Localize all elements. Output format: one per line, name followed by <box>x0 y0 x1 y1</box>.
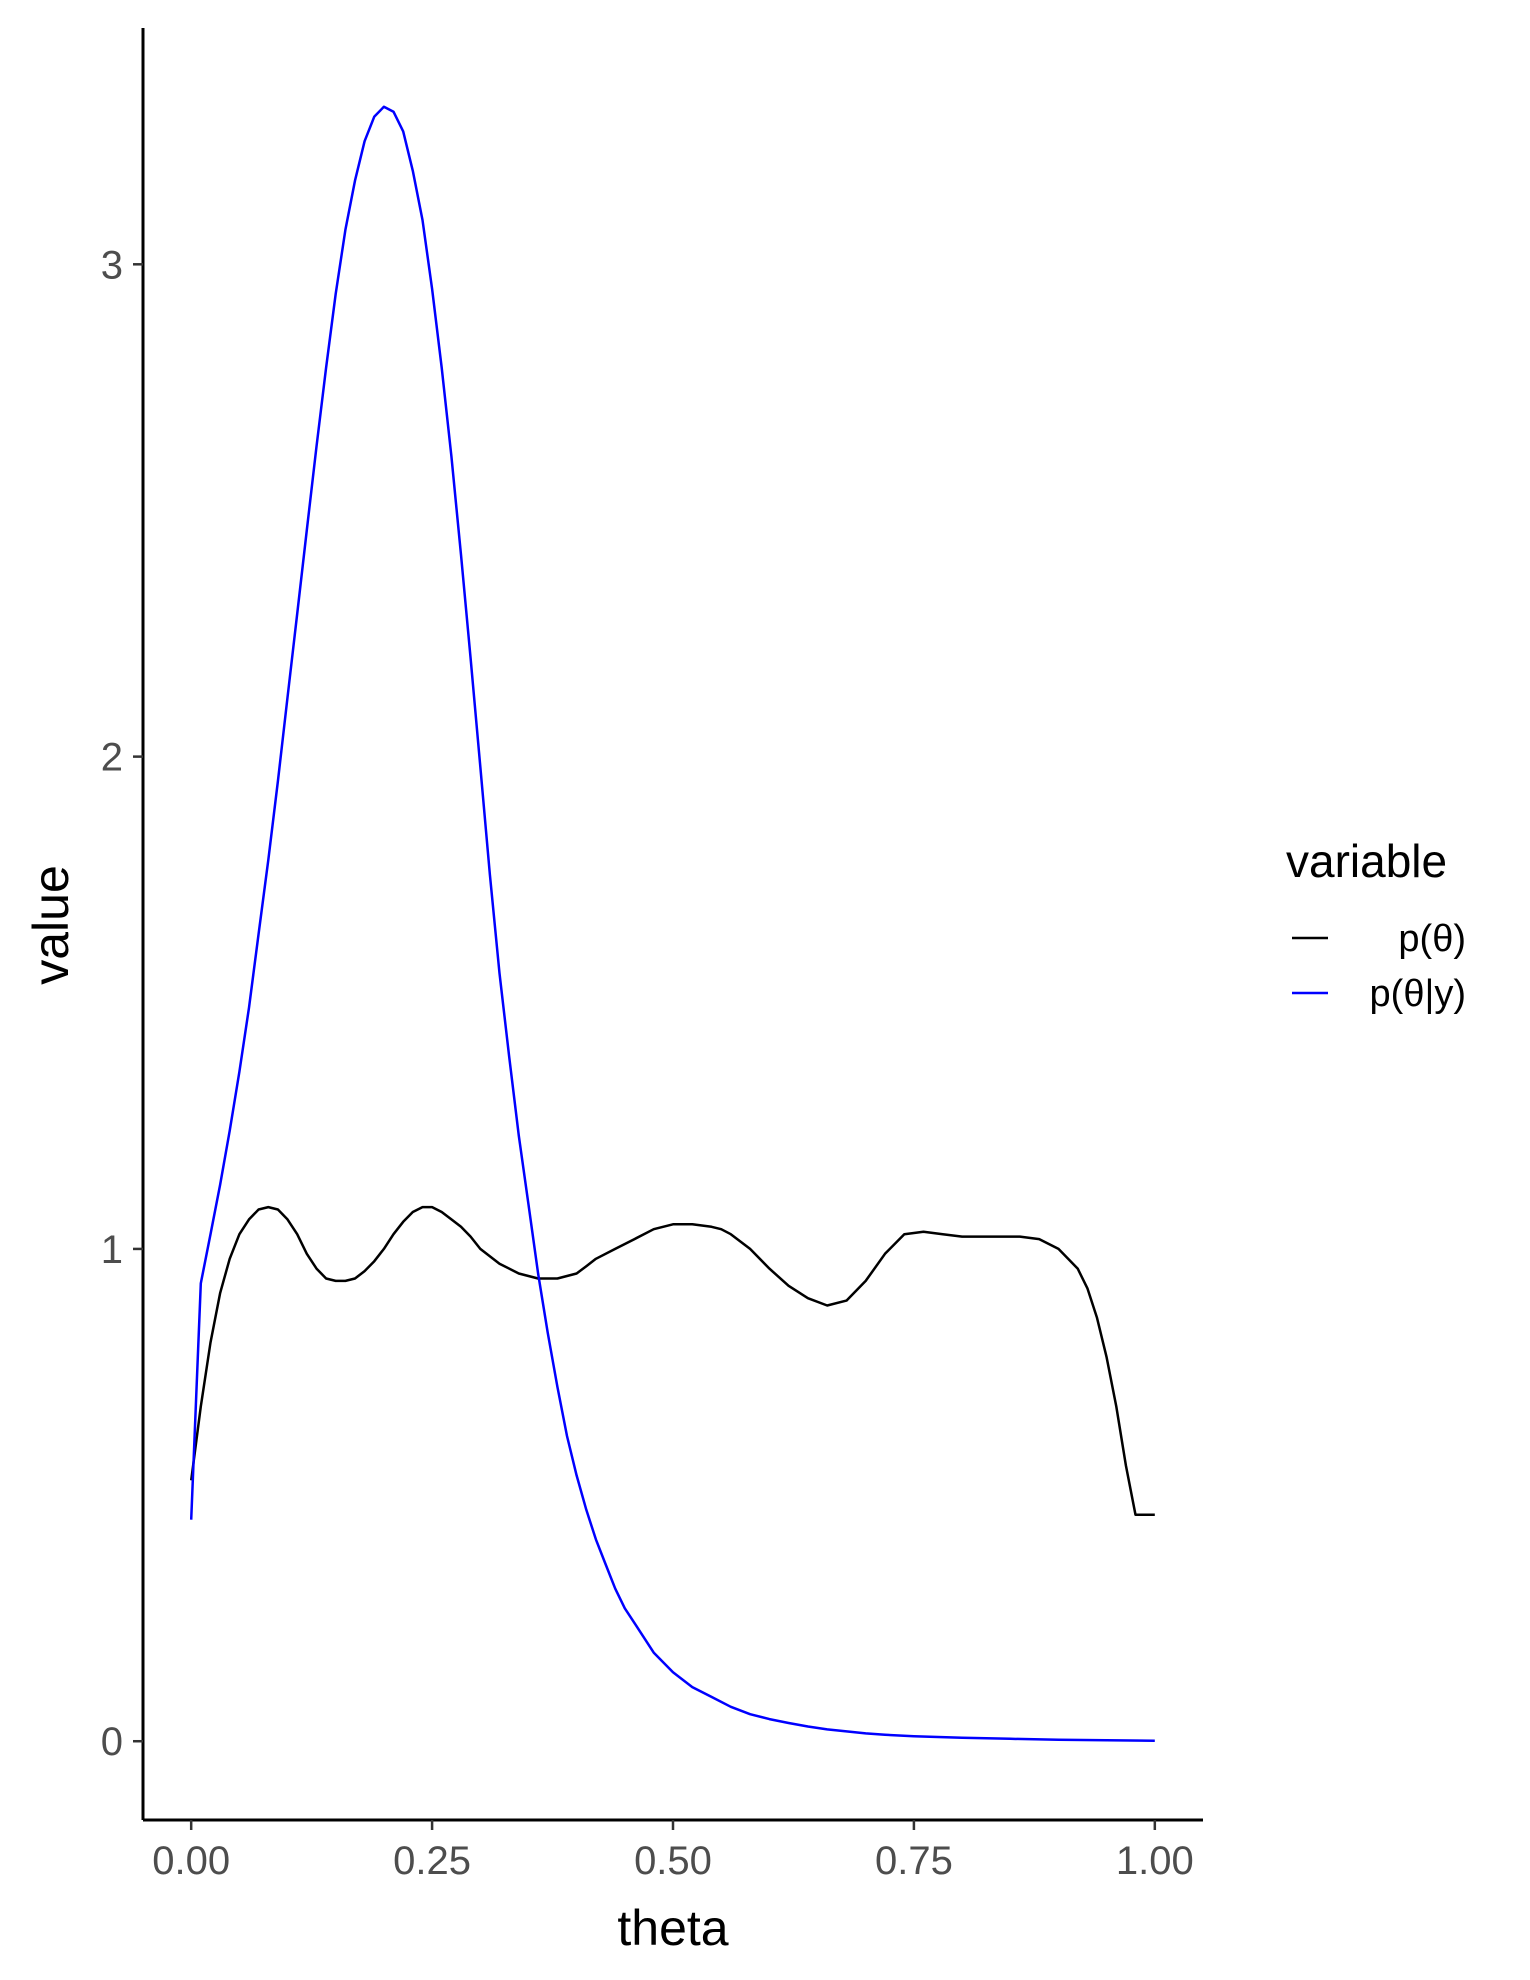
axes-layer <box>141 28 1203 1822</box>
legend-label-prior: p(θ) <box>1398 918 1466 960</box>
series-line-posterior <box>189 105 1155 1742</box>
y-tick-label: 1 <box>101 1228 123 1272</box>
series-layer <box>189 105 1155 1742</box>
y-tick-label: 2 <box>101 736 123 780</box>
ticks-layer: 0.00 0.25 0.50 0.75 1.00 0 1 2 3 <box>101 243 1194 1883</box>
y-tick-label: 0 <box>101 1720 123 1764</box>
x-tick-label: 0.25 <box>393 1839 471 1883</box>
x-tick-label: 0.00 <box>152 1839 230 1883</box>
x-tick-label: 0.75 <box>875 1839 953 1883</box>
x-axis-title: theta <box>617 1900 728 1956</box>
legend-title: variable <box>1286 835 1447 887</box>
x-tick-label: 0.50 <box>634 1839 712 1883</box>
legend-label-posterior: p(θ|y) <box>1370 973 1466 1015</box>
x-tick-label: 1.00 <box>1116 1839 1194 1883</box>
legend: variable p(θ) p(θ|y) <box>1286 835 1466 1015</box>
series-line-prior <box>189 1205 1155 1517</box>
y-axis-title: value <box>23 865 79 985</box>
y-tick-label: 3 <box>101 243 123 287</box>
